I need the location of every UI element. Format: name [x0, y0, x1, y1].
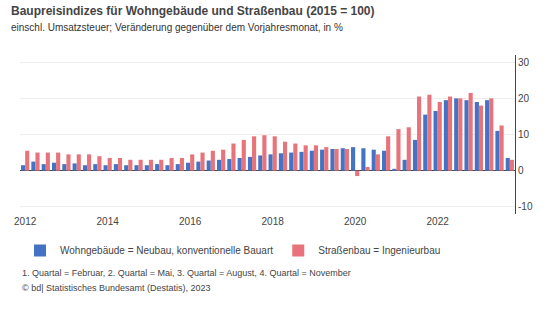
svg-text:Baupreisindizes für Wohngebäud: Baupreisindizes für Wohngebäude und Stra…: [11, 4, 375, 33]
svg-text:2014: 2014: [97, 216, 120, 227]
svg-text:30: 30: [518, 57, 530, 68]
svg-text:10: 10: [518, 129, 530, 140]
svg-text:© bd| Statistisches Bundesamt: © bd| Statistisches Bundesamt (Destatis)…: [22, 283, 211, 293]
svg-text:1. Quartal = Februar, 2. Quart: 1. Quartal = Februar, 2. Quartal = Mai, …: [22, 268, 351, 278]
svg-text:0: 0: [518, 165, 524, 176]
svg-text:2016: 2016: [179, 216, 202, 227]
svg-text:2012: 2012: [14, 216, 37, 227]
svg-text:2022: 2022: [427, 216, 450, 227]
svg-text:-10: -10: [518, 201, 533, 212]
svg-text:20: 20: [518, 93, 530, 104]
svg-text:2020: 2020: [344, 216, 367, 227]
svg-text:Wohngebäude = Neubau, konventi: Wohngebäude = Neubau, konventionelle Bau…: [60, 245, 273, 256]
svg-text:2018: 2018: [262, 216, 285, 227]
svg-text:Straßenbau = Ingenieurbau: Straßenbau = Ingenieurbau: [318, 245, 440, 256]
